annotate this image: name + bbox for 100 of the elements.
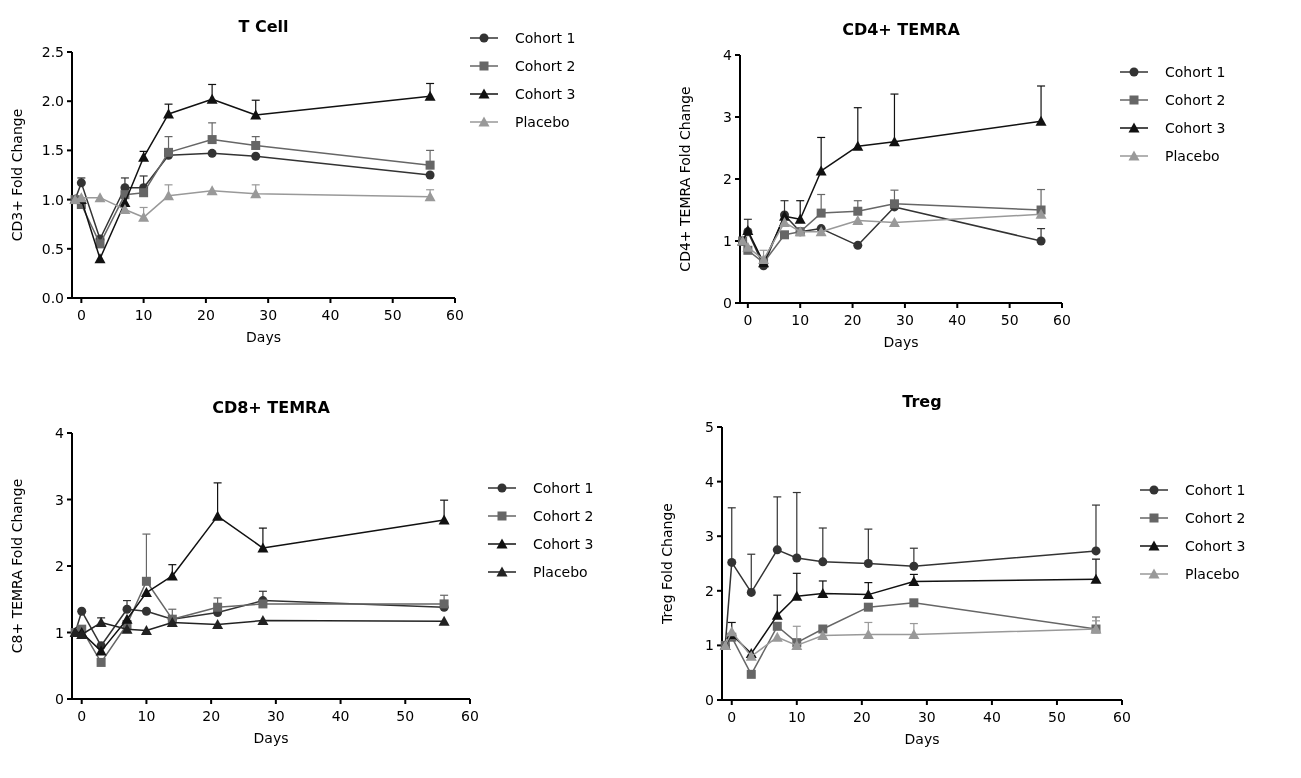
point xyxy=(780,230,789,240)
point xyxy=(94,253,106,264)
point xyxy=(206,185,218,196)
legend-label: Placebo xyxy=(1185,566,1240,582)
point xyxy=(771,609,783,620)
point xyxy=(207,135,217,145)
point xyxy=(818,557,828,567)
point xyxy=(438,514,450,525)
point xyxy=(1035,115,1047,126)
point xyxy=(1090,573,1102,584)
x-tick-label: 20 xyxy=(202,708,221,724)
point xyxy=(141,576,151,586)
y-tick-label: 3 xyxy=(705,528,714,545)
point xyxy=(424,90,436,101)
x-tick-label: 40 xyxy=(983,709,1001,725)
point xyxy=(251,140,261,150)
y-tick-label: 2.5 xyxy=(41,44,64,60)
y-tick-label: 5 xyxy=(705,419,714,435)
point xyxy=(815,165,827,176)
y-tick-label: 0.0 xyxy=(41,290,64,306)
point xyxy=(746,587,756,597)
point xyxy=(817,588,829,599)
point xyxy=(139,188,149,198)
point xyxy=(1035,208,1047,219)
x-tick-label: 10 xyxy=(137,708,156,724)
y-axis-title: CD4+ TEMRA Fold Change xyxy=(677,86,693,272)
point xyxy=(888,216,900,227)
legend-label: Placebo xyxy=(533,564,588,580)
chart-title: Treg xyxy=(902,392,942,411)
point xyxy=(121,623,133,634)
point xyxy=(792,553,802,563)
x-tick-label: 0 xyxy=(76,307,86,323)
point xyxy=(140,587,152,598)
x-tick-label: 40 xyxy=(331,708,350,724)
x-tick-label: 50 xyxy=(1048,709,1066,725)
legend-label: Cohort 1 xyxy=(1165,64,1226,80)
x-axis-title: Days xyxy=(883,334,919,350)
legend-label: Cohort 3 xyxy=(1185,538,1246,554)
legend-label: Cohort 2 xyxy=(533,508,594,524)
x-tick-label: 30 xyxy=(259,307,278,323)
y-tick-label: 1 xyxy=(55,624,64,641)
point xyxy=(909,561,919,571)
point xyxy=(817,630,829,641)
point xyxy=(121,613,133,624)
point xyxy=(95,645,107,656)
y-tick-label: 2 xyxy=(705,582,714,599)
legend-label: Cohort 3 xyxy=(1165,120,1226,136)
y-axis-title: Treg Fold Change xyxy=(659,503,675,625)
point xyxy=(909,598,919,608)
point xyxy=(742,241,754,252)
y-tick-label: 3 xyxy=(723,109,732,125)
legend-label: Cohort 2 xyxy=(515,58,576,74)
x-axis-title: Days xyxy=(904,731,940,747)
point xyxy=(119,197,131,208)
point xyxy=(251,151,261,161)
y-tick-label: 0 xyxy=(705,692,714,708)
x-tick-label: 50 xyxy=(1000,312,1019,328)
point xyxy=(746,669,756,679)
point xyxy=(94,192,106,203)
point xyxy=(779,216,790,227)
point xyxy=(727,557,737,567)
point xyxy=(852,215,864,226)
point xyxy=(853,240,863,250)
y-tick-label: 4 xyxy=(55,425,65,441)
point xyxy=(794,213,806,224)
x-axis-title: Days xyxy=(246,329,281,345)
point xyxy=(425,160,435,170)
y-tick-label: 2.0 xyxy=(41,93,64,110)
chart-title: T Cell xyxy=(238,17,289,36)
point xyxy=(76,178,86,188)
point xyxy=(250,188,262,199)
point xyxy=(425,170,435,180)
legend-label: Placebo xyxy=(515,114,570,130)
y-tick-label: 0.5 xyxy=(41,240,64,257)
y-tick-label: 2 xyxy=(723,171,732,187)
point xyxy=(96,657,106,667)
point xyxy=(257,615,269,626)
legend-label: Cohort 1 xyxy=(533,480,594,496)
x-tick-label: 50 xyxy=(396,708,415,724)
legend-label: Cohort 2 xyxy=(1165,92,1226,108)
x-tick-label: 20 xyxy=(843,312,862,328)
x-tick-label: 20 xyxy=(196,307,215,323)
point xyxy=(166,570,178,581)
y-tick-label: 3 xyxy=(55,491,64,508)
chart-title: CD8+ TEMRA xyxy=(212,398,331,417)
y-tick-label: 4 xyxy=(723,47,733,63)
point xyxy=(1091,546,1101,556)
point xyxy=(212,619,224,630)
point xyxy=(816,208,826,218)
point xyxy=(257,542,269,553)
point xyxy=(207,148,217,158)
point xyxy=(772,621,782,631)
x-tick-label: 60 xyxy=(461,708,479,724)
point xyxy=(213,602,223,612)
legend-label: Cohort 2 xyxy=(1185,510,1246,526)
x-tick-label: 60 xyxy=(1053,312,1071,328)
x-tick-label: 30 xyxy=(917,709,936,725)
point xyxy=(95,239,105,249)
point xyxy=(908,576,920,587)
point xyxy=(853,206,863,216)
